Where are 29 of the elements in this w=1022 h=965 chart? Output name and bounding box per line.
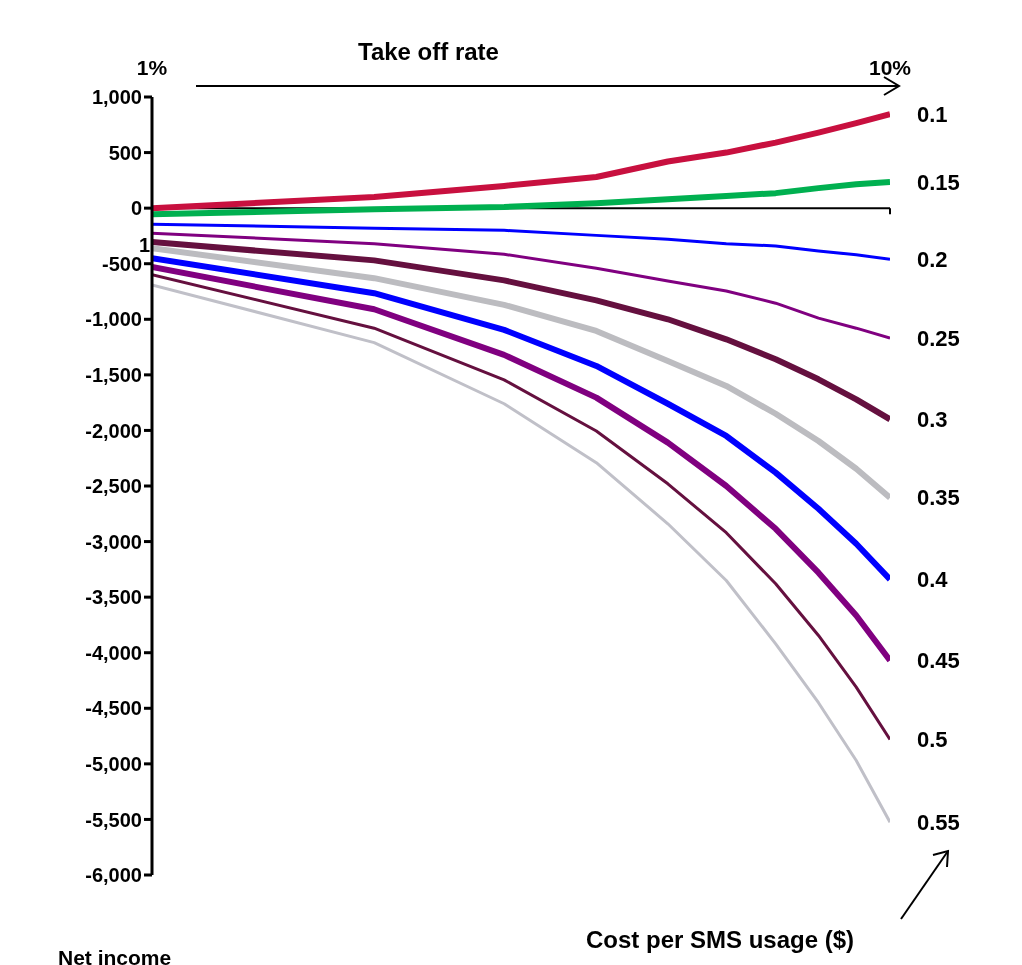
y-tick-label: 0 [130, 197, 142, 220]
series-label: 0.3 [917, 407, 948, 433]
series-label: 0.2 [917, 246, 948, 272]
series-label: 0.25 [917, 325, 960, 351]
series-label: 0.15 [917, 169, 960, 195]
y-tick-label: 500 [108, 141, 142, 164]
series-label: 0.1 [917, 101, 948, 127]
chart-title: Take off rate [358, 38, 499, 66]
series-label: 0.45 [917, 648, 960, 674]
y-tick-label: -5,500 [85, 808, 142, 831]
y-tick-label: -3,000 [85, 530, 142, 553]
y-tick-label: -1,000 [85, 308, 142, 331]
series-label: 0.55 [917, 809, 960, 835]
y-axis-title: Net income [58, 946, 172, 965]
y-tick-label: -4,500 [85, 697, 142, 720]
y-tick-label: -5,000 [85, 752, 142, 775]
legend-title: Cost per SMS usage ($) [586, 926, 855, 954]
series-label: 0.4 [917, 567, 949, 593]
series-label: 0.5 [917, 727, 948, 753]
y-tick-label: -6,000 [85, 864, 142, 887]
y-tick-label: -3,500 [85, 586, 142, 609]
series-label: 0.35 [917, 485, 960, 511]
y-tick-label: -2,000 [85, 419, 142, 442]
y-tick-label: 1,000 [91, 86, 142, 109]
y-tick-label: -1,500 [85, 363, 142, 386]
y-tick-label: -4,000 [85, 641, 142, 664]
x-tick-label: 10% [868, 56, 912, 79]
x-tick-label: 1% [136, 56, 168, 79]
y-tick-label: -2,500 [85, 475, 142, 498]
